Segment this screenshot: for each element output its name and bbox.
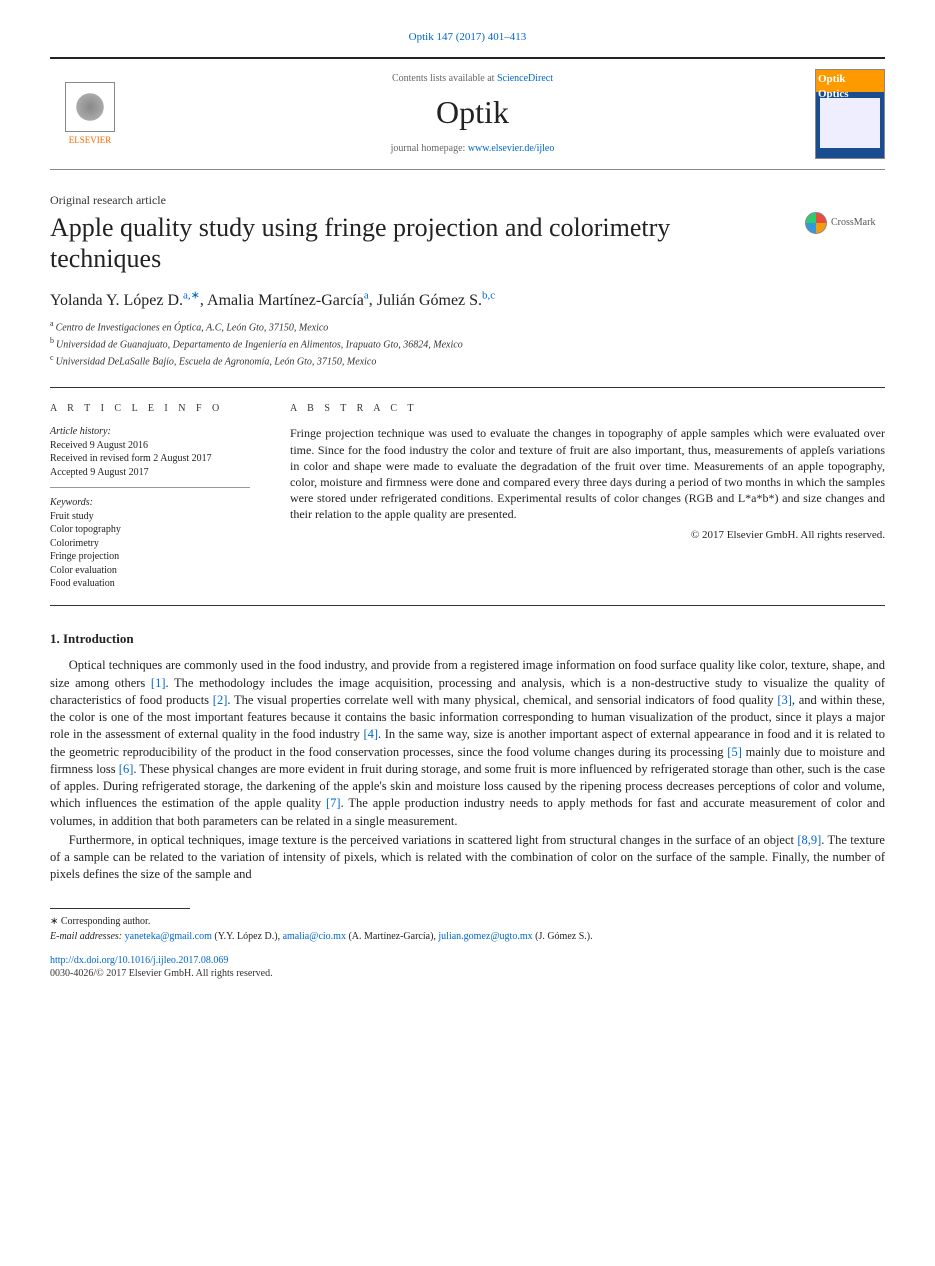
citation-ref[interactable]: [5] [727,745,742,759]
section-heading-introduction: 1. Introduction [50,630,885,648]
journal-header: ELSEVIER Contents lists available at Sci… [50,57,885,170]
footnote-separator [50,908,190,909]
publisher-name: ELSEVIER [69,134,112,146]
affiliation: bUniversidad de Guanajuato, Departamento… [50,336,885,352]
history-line: Received in revised form 2 August 2017 [50,452,250,466]
author-email-link[interactable]: yaneteka@gmail.com [125,931,212,942]
history-line: Received 9 August 2016 [50,439,250,453]
copyright-line: © 2017 Elsevier GmbH. All rights reserve… [290,528,885,543]
affiliation: cUniversidad DeLaSalle Bajío, Escuela de… [50,353,885,369]
author: Amalia Martínez-Garcíaa [207,292,369,309]
issn-copyright: 0030-4026/© 2017 Elsevier GmbH. All righ… [50,967,885,981]
citation-ref[interactable]: [4] [363,727,378,741]
sciencedirect-link[interactable]: ScienceDirect [497,73,553,84]
keyword: Colorimetry [50,537,250,551]
author: Julián Gómez S.b,c [377,292,495,309]
article-info-heading: a r t i c l e i n f o [50,402,250,416]
author-email-link[interactable]: amalia@cio.mx [283,931,346,942]
cover-preview-box [820,98,880,148]
journal-name: Optik [130,91,815,134]
citation-ref[interactable]: [8,9] [797,833,821,847]
citation-link[interactable]: Optik 147 (2017) 401–413 [409,31,527,43]
citation-ref[interactable]: [7] [326,796,341,810]
journal-cover-thumbnail: Optik Optics [815,69,885,159]
crossmark-icon [805,212,827,234]
corresponding-author-note: ∗ Corresponding author. [50,915,885,929]
authors-line: Yolanda Y. López D.a,∗, Amalia Martínez-… [50,288,885,311]
keyword: Fringe projection [50,550,250,564]
doi-link[interactable]: http://dx.doi.org/10.1016/j.ijleo.2017.0… [50,955,228,966]
keyword: Fruit study [50,510,250,524]
paragraph: Optical techniques are commonly used in … [50,657,885,830]
title-row: Apple quality study using fringe project… [50,212,885,274]
citation-ref[interactable]: [2] [213,693,228,707]
crossmark-widget[interactable]: CrossMark [805,212,885,234]
paragraph: Furthermore, in optical techniques, imag… [50,832,885,884]
affiliations: aCentro de Investigaciones en Óptica, A.… [50,319,885,368]
keyword: Food evaluation [50,577,250,591]
citation-line: Optik 147 (2017) 401–413 [50,30,885,45]
crossmark-label: CrossMark [831,216,875,230]
author-email-link[interactable]: julian.gomez@ugto.mx [438,931,532,942]
abstract-text: Fringe projection technique was used to … [290,425,885,522]
article-info-column: a r t i c l e i n f o Article history: R… [50,402,250,591]
affiliation: aCentro de Investigaciones en Óptica, A.… [50,319,885,335]
publisher-logo: ELSEVIER [50,82,130,146]
keyword: Color evaluation [50,564,250,578]
introduction-body: Optical techniques are commonly used in … [50,657,885,883]
email-addresses: E-mail addresses: yaneteka@gmail.com (Y.… [50,930,885,944]
abstract-heading: a b s t r a c t [290,402,885,416]
history-line: Accepted 9 August 2017 [50,466,250,480]
info-abstract-row: a r t i c l e i n f o Article history: R… [50,387,885,606]
homepage-link[interactable]: www.elsevier.de/ijleo [468,143,555,154]
citation-ref[interactable]: [3] [777,693,792,707]
homepage-line: journal homepage: www.elsevier.de/ijleo [130,142,815,156]
keyword: Color topography [50,523,250,537]
author: Yolanda Y. López D.a,∗ [50,292,200,309]
contents-available: Contents lists available at ScienceDirec… [130,72,815,86]
keywords-block: Keywords: Fruit study Color topography C… [50,496,250,591]
header-center: Contents lists available at ScienceDirec… [130,72,815,156]
paper-title: Apple quality study using fringe project… [50,212,785,274]
article-type: Original research article [50,192,885,208]
abstract-column: a b s t r a c t Fringe projection techni… [290,402,885,591]
article-history: Article history: Received 9 August 2016 … [50,425,250,488]
citation-ref[interactable]: [1] [151,676,166,690]
citation-ref[interactable]: [6] [119,762,134,776]
elsevier-tree-icon [65,82,115,132]
doi-line: http://dx.doi.org/10.1016/j.ijleo.2017.0… [50,954,885,968]
